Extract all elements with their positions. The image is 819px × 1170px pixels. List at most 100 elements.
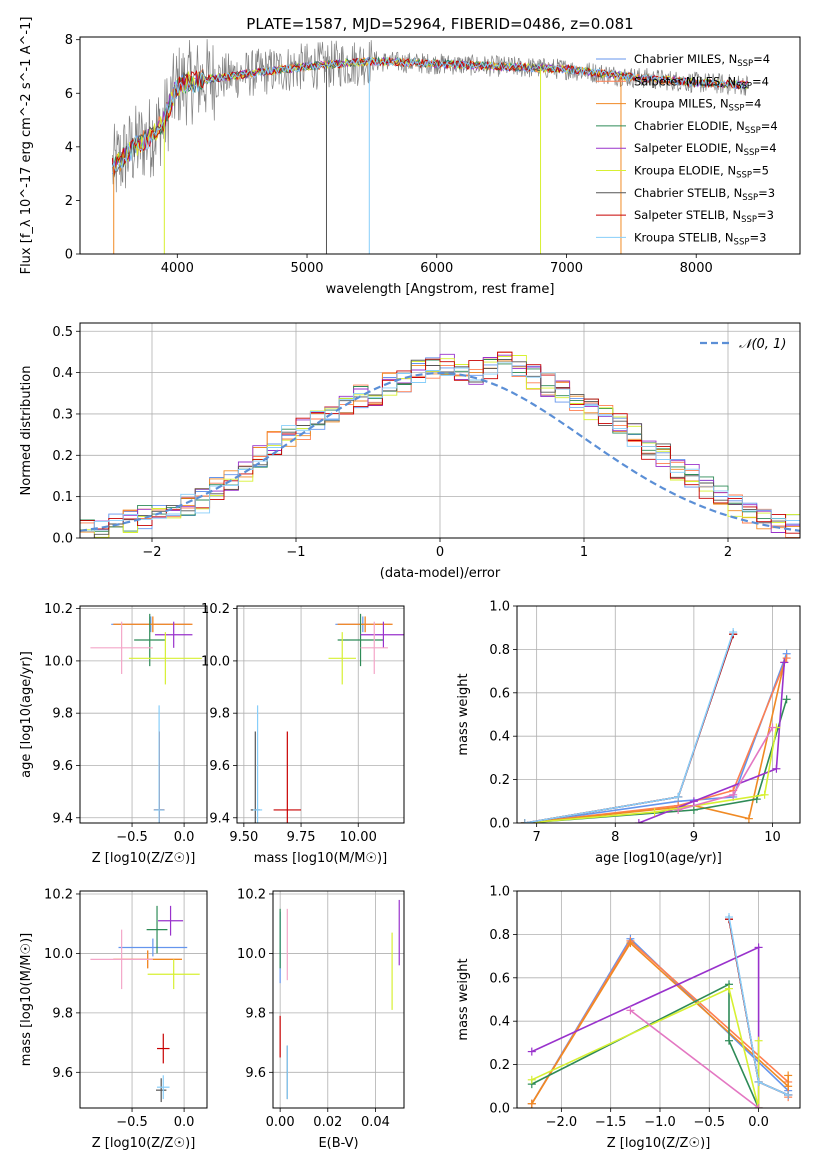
errorbar-point xyxy=(153,705,165,823)
age-vs-z-y-tick-label: 10.2 xyxy=(44,602,73,617)
mass-weight-vs-age-axes-frame xyxy=(516,605,801,824)
spectrum-model-line xyxy=(112,57,748,173)
mass-vs-ebv-x-tick-label: 0.02 xyxy=(313,1115,342,1130)
age-vs-mass-axes-frame xyxy=(236,605,405,824)
mass-weight-marker xyxy=(626,939,635,948)
legend-entry-subscript: SSP xyxy=(737,59,753,69)
spectrum-y-tick-label: 0 xyxy=(65,248,73,263)
spectrum-y-tick-label: 2 xyxy=(65,194,73,209)
mass-weight-vs-age-chart: 7 8 9 10 0.0 0.2 0.4 0.6 0.8 1.0 age [log10(age/yr… xyxy=(456,600,801,866)
errorbar-point xyxy=(134,613,166,667)
mass-weight-vs-z-y-axis-label: mass weight xyxy=(456,958,471,1040)
errorbar-point xyxy=(118,938,188,957)
figure-title: PLATE=1587, MJD=52964, FIBERID=0486, z=0… xyxy=(246,15,633,33)
mass-weight-line xyxy=(524,662,786,823)
spectrum-model-line xyxy=(111,57,749,171)
mass-vs-ebv-y-tick-label: 10.2 xyxy=(237,887,266,902)
spectrum-chart: 4000 5000 6000 7000 8000 0 2 4 6 8 wavelength [Ang… xyxy=(19,17,801,297)
legend-entry-name: Salpeter MILES, N xyxy=(634,74,736,88)
errorbar-point xyxy=(157,1033,170,1064)
legend-entry: Kroupa MILES, NSSP=4 xyxy=(634,97,761,114)
mass-vs-z-y-tick-label: 9.6 xyxy=(52,1066,73,1081)
age-vs-z-x-axis-label: Z [log10(Z/Z☉)] xyxy=(92,851,196,866)
mass-weight-vs-z-y-tick-label: 0.2 xyxy=(489,1058,510,1073)
residuals-y-tick-label: 0.3 xyxy=(52,407,73,422)
errorbar-point xyxy=(360,621,388,674)
errorbar-point xyxy=(253,705,263,823)
legend-entry-subscript: SSP xyxy=(742,193,758,203)
legend-entry-subscript: SSP xyxy=(736,81,752,91)
mass-weight-vs-age-x-axis-label: age [log10(age/yr)] xyxy=(595,851,722,866)
mass-weight-line xyxy=(524,633,734,823)
legend-entry-nssp: =4 xyxy=(761,119,778,133)
errorbar-point xyxy=(155,1078,167,1103)
mass-weight-vs-z-x-tick-label: 0.0 xyxy=(748,1115,769,1130)
mass-weight-marker xyxy=(729,790,738,799)
mass-weight-vs-z-y-tick-label: 0.6 xyxy=(489,971,510,986)
legend-entry-subscript: SSP xyxy=(744,148,760,158)
errorbar-point xyxy=(337,616,393,633)
errorbar-point xyxy=(157,1075,170,1100)
residuals-y-axis-label: Normed distribution xyxy=(19,366,34,496)
spectrum-x-tick-label: 4000 xyxy=(161,261,194,276)
spectrum-x-tick-label: 5000 xyxy=(290,261,323,276)
residuals-histogram: −2 −1 0 1 2 0.0 0.1 0.2 0.3 0.4 0.5 (data-model)/er… xyxy=(19,322,801,581)
mass-weight-vs-age-y-tick-label: 0.0 xyxy=(489,817,510,832)
residuals-x-tick-label: 2 xyxy=(724,545,732,560)
mass-weight-vs-z-axes-frame xyxy=(516,890,801,1109)
spectrum-axes-frame xyxy=(79,36,801,255)
errorbar-point xyxy=(128,632,202,685)
mass-vs-z-x-axis-label: Z [log10(Z/Z☉)] xyxy=(92,1136,196,1151)
age-vs-z-chart: −0.5 0.0 9.4 9.6 9.8 10.0 10.2 Z [log10(Z/Z☉)] a… xyxy=(19,602,208,866)
mass-weight-vs-age-x-tick-label: 10 xyxy=(764,830,781,845)
mass-weight-vs-age-y-tick-label: 1.0 xyxy=(489,600,510,615)
errorbar-point xyxy=(328,632,356,685)
mass-vs-ebv-x-tick-label: 0.00 xyxy=(266,1115,295,1130)
mass-weight-vs-age-y-tick-label: 0.2 xyxy=(489,773,510,788)
age-vs-z-y-tick-label: 9.8 xyxy=(52,707,73,722)
mass-weight-vs-age-x-tick-label: 7 xyxy=(533,830,541,845)
legend-entry-nssp: =3 xyxy=(749,230,766,244)
mass-weight-vs-z-y-tick-label: 0.8 xyxy=(489,928,510,943)
residuals-axes-frame xyxy=(79,322,801,539)
mass-weight-marker xyxy=(650,808,659,817)
gaussian-curve xyxy=(80,371,800,532)
mass-weight-vs-z-y-tick-label: 1.0 xyxy=(489,885,510,900)
spectrum-y-tick-label: 8 xyxy=(65,33,73,48)
residuals-y-tick-label: 0.0 xyxy=(52,532,73,547)
mass-vs-z-axes-frame xyxy=(79,890,208,1109)
residuals-x-tick-label: 0 xyxy=(436,545,444,560)
legend-entry-nssp: =3 xyxy=(757,208,774,222)
age-vs-mass-y-tick-label: 10.0 xyxy=(201,654,230,669)
age-vs-mass-y-tick-label: 9.8 xyxy=(209,707,230,722)
age-vs-mass-y-tick-label: 9.4 xyxy=(209,811,230,826)
mass-weight-marker xyxy=(527,1099,536,1108)
mass-weight-marker xyxy=(527,1075,536,1084)
residuals-y-tick-label: 0.2 xyxy=(52,449,73,464)
mass-weight-line xyxy=(531,941,789,1105)
histogram-model-step xyxy=(80,351,800,534)
spectrum-x-tick-label: 6000 xyxy=(420,261,453,276)
mass-weight-line xyxy=(677,727,774,811)
mass-weight-line xyxy=(638,662,786,823)
legend-entry-subscript: SSP xyxy=(729,104,745,114)
mass-vs-ebv-y-tick-label: 9.6 xyxy=(245,1066,266,1081)
mass-weight-marker xyxy=(782,695,791,704)
legend-entry: Chabrier MILES, NSSP=4 xyxy=(634,52,770,69)
residuals-x-axis-label: (data-model)/error xyxy=(380,566,501,581)
age-vs-z-y-tick-label: 9.6 xyxy=(52,759,73,774)
mass-weight-marker xyxy=(674,805,683,814)
legend-entry-subscript: SSP xyxy=(745,126,761,136)
spectrum-x-axis-label: wavelength [Angstrom, rest frame] xyxy=(326,282,555,297)
age-vs-z-x-tick-label: −0.5 xyxy=(116,830,148,845)
legend-entry-name: Kroupa MILES, N xyxy=(634,97,729,111)
mass-weight-marker xyxy=(784,1071,793,1080)
age-vs-z-axes-frame xyxy=(79,605,208,824)
legend-entry-name: Salpeter STELIB, N xyxy=(634,208,741,222)
mass-weight-marker xyxy=(725,984,734,993)
errorbar-point xyxy=(158,905,184,936)
errorbar-point xyxy=(154,621,193,648)
age-vs-mass-x-tick-label: 10.00 xyxy=(340,830,377,845)
legend-entry-gaussian: 𝒩(0, 1) xyxy=(739,337,786,352)
